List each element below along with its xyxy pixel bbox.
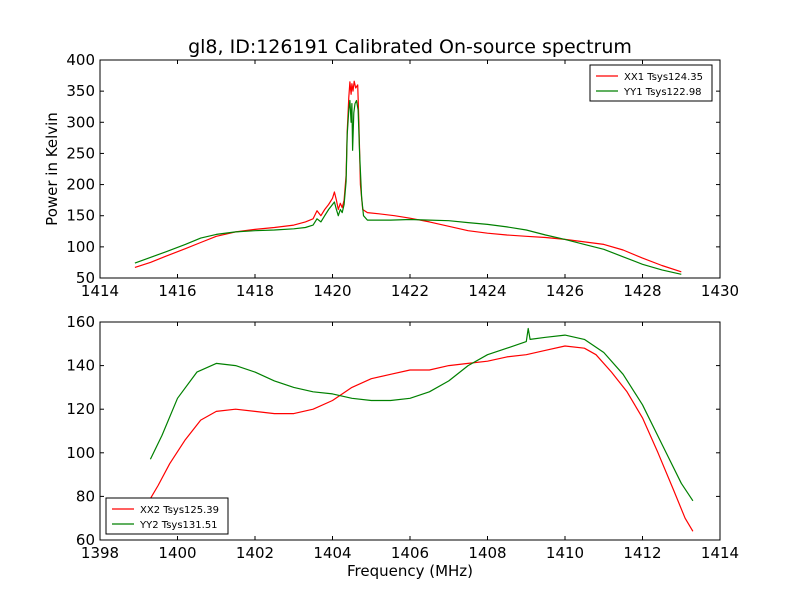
x-tick-label: 1400 — [158, 544, 196, 562]
y-tick-label: 400 — [66, 51, 95, 69]
y-tick-label: 160 — [66, 313, 95, 331]
x-tick-label: 1424 — [468, 282, 506, 300]
x-tick-label: 1426 — [546, 282, 584, 300]
y-tick-label: 350 — [66, 82, 95, 100]
y-tick-label: 80 — [76, 487, 95, 505]
legend-label: YY1 Tsys122.98 — [623, 87, 702, 98]
top-panel: 1414 1416 1418 1420 1422 1424 1426 1428 1430 50 10… — [66, 51, 739, 300]
bottom-panel: 1398 1400 1402 1404 1406 1408 1410 1412 1414 60 80… — [66, 313, 739, 562]
series-line-2 — [149, 327, 694, 502]
x-tick-label: 1402 — [236, 544, 274, 562]
x-tick-label: 1420 — [313, 282, 351, 300]
x-tick-label: 1404 — [313, 544, 351, 562]
legend: XX2 Tsys125.39 YY2 Tsys131.51 — [105, 497, 229, 535]
x-tick-label: 1410 — [546, 544, 584, 562]
x-tick-label: 1398 — [81, 544, 119, 562]
y-tick-label: 200 — [66, 176, 95, 194]
y-tick-label: 50 — [76, 269, 95, 287]
legend-label: YY2 Tsys131.51 — [139, 520, 218, 531]
x-axis-label: Frequency (MHz) — [347, 562, 473, 580]
x-tick-label: 1428 — [623, 282, 661, 300]
legend-label: XX2 Tsys125.39 — [140, 505, 219, 516]
y-axis-label: Power in Kelvin — [43, 112, 61, 226]
x-tick-label: 1416 — [158, 282, 196, 300]
legend-box — [105, 497, 229, 535]
y-tick-label: 100 — [66, 444, 95, 462]
series-line-1 — [149, 345, 694, 532]
x-tick-label: 1422 — [391, 282, 429, 300]
y-tick-label: 250 — [66, 144, 95, 162]
x-tick-label: 1414 — [701, 544, 739, 562]
x-tick-label: 1418 — [236, 282, 274, 300]
series-line-2 — [134, 99, 682, 275]
x-tick-label: 1414 — [81, 282, 119, 300]
y-tick-label: 140 — [66, 357, 95, 375]
y-tick-label: 60 — [76, 531, 95, 549]
x-tick-label: 1412 — [623, 544, 661, 562]
legend: XX1 Tsys124.35 YY1 Tsys122.98 — [589, 64, 713, 102]
legend-label: XX1 Tsys124.35 — [624, 72, 703, 83]
y-tick-label: 300 — [66, 113, 95, 131]
series-group — [134, 80, 682, 275]
y-tick-label: 150 — [66, 207, 95, 225]
x-tick-label: 1430 — [701, 282, 739, 300]
series-line-1 — [134, 80, 682, 273]
figure-title: gl8, ID:126191 Calibrated On-source spec… — [188, 36, 632, 58]
y-tick-label: 120 — [66, 400, 95, 418]
series-group — [149, 327, 694, 532]
x-tick-label: 1408 — [468, 544, 506, 562]
x-tick-label: 1406 — [391, 544, 429, 562]
y-tick-label: 100 — [66, 238, 95, 256]
legend-box — [589, 64, 713, 102]
